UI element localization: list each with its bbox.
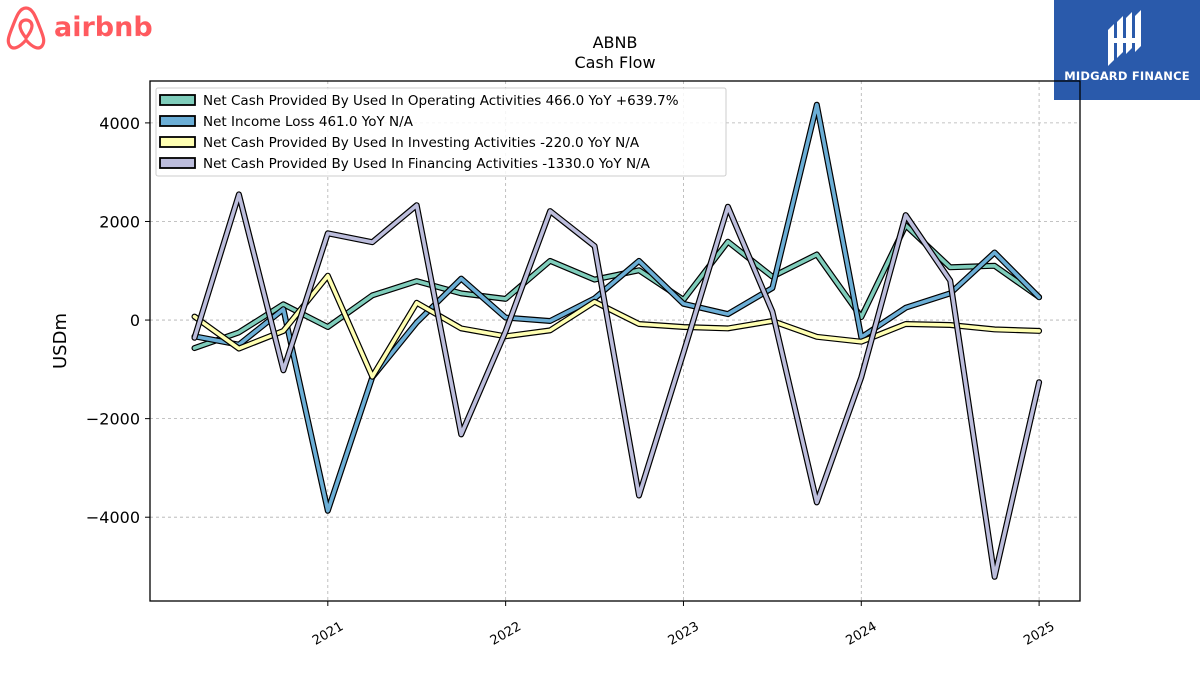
- y-tick-label: −4000: [86, 508, 140, 527]
- x-axis: 2021 2022 2023 2024 2025: [310, 601, 1057, 649]
- legend-swatch: [159, 136, 196, 148]
- airbnb-wordmark: airbnb: [54, 12, 153, 43]
- legend-swatch: [159, 157, 196, 169]
- x-tick-label: 2024: [843, 619, 879, 649]
- x-tick-label: 2025: [1021, 619, 1057, 649]
- y-tick-label: 2000: [99, 212, 140, 231]
- legend: Net Cash Provided By Used In Operating A…: [155, 87, 727, 177]
- midgard-wordmark: MIDGARD FINANCE: [1064, 69, 1190, 83]
- legend-label: Net Cash Provided By Used In Operating A…: [203, 93, 679, 109]
- x-tick-label: 2023: [666, 619, 702, 649]
- series-line: [192, 273, 1041, 379]
- x-tick-label: 2021: [310, 619, 346, 649]
- y-tick-label: 4000: [99, 114, 140, 133]
- midgard-finance-logo: MIDGARD FINANCE: [1054, 0, 1200, 100]
- airbnb-belo-icon: [6, 6, 46, 50]
- chart-subtitle: Cash Flow: [574, 53, 655, 72]
- legend-box: [155, 87, 727, 177]
- airbnb-logo: airbnb: [4, 4, 154, 52]
- legend-label: Net Cash Provided By Used In Investing A…: [203, 135, 640, 151]
- legend-swatch: [159, 94, 196, 106]
- series-4: [191, 191, 1043, 580]
- y-tick-label: −2000: [86, 410, 140, 429]
- y-axis: 4000 2000 0 −2000 −4000: [86, 114, 150, 527]
- chart-title: ABNB: [593, 33, 638, 52]
- legend-label: Net Income Loss 461.0 YoY N/A: [203, 114, 414, 130]
- midgard-emblem-icon: [1108, 10, 1141, 66]
- series-2: [191, 101, 1043, 514]
- series-layer: [191, 101, 1043, 580]
- y-tick-label: 0: [130, 311, 140, 330]
- legend-swatch: [159, 115, 196, 127]
- x-tick-label: 2022: [488, 619, 524, 649]
- legend-label: Net Cash Provided By Used In Financing A…: [203, 156, 651, 172]
- y-axis-label: USDm: [50, 313, 71, 369]
- plot-frame: [149, 80, 1081, 602]
- series-line: [192, 192, 1041, 579]
- series-line: [192, 102, 1041, 513]
